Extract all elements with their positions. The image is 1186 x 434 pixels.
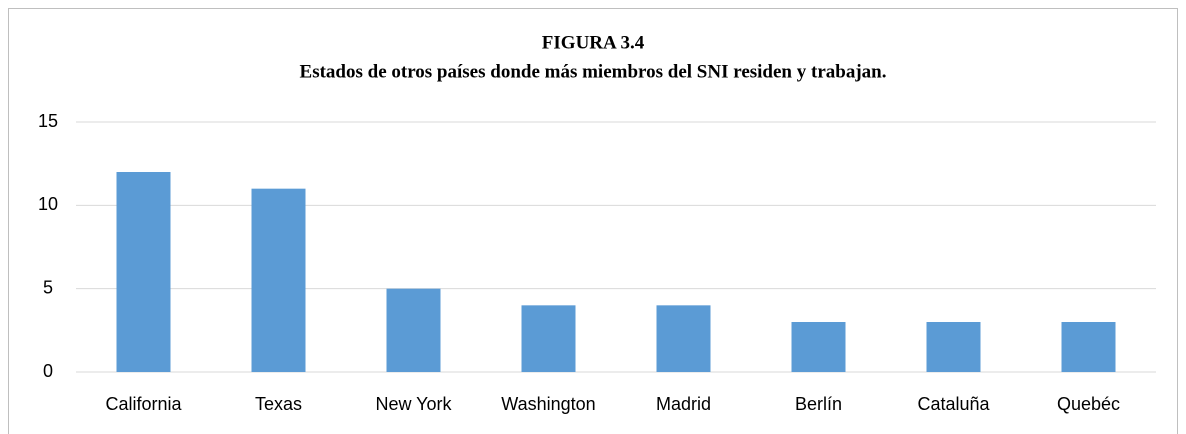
x-tick-label: Texas: [255, 394, 302, 414]
bar: [656, 305, 711, 372]
bar: [521, 305, 576, 372]
bar: [791, 322, 846, 372]
bar: [1061, 322, 1116, 372]
x-tick-label: Washington: [501, 394, 595, 414]
chart-subtitle: Estados de otros países donde más miembr…: [300, 61, 887, 82]
bar: [251, 188, 306, 372]
x-tick-label: Madrid: [656, 394, 711, 414]
x-tick-label: Cataluña: [917, 394, 990, 414]
y-tick-label: 0: [43, 361, 53, 381]
y-tick-label: 15: [38, 111, 58, 131]
y-tick-label: 10: [38, 194, 58, 214]
x-tick-label: California: [105, 394, 182, 414]
x-tick-label: New York: [375, 394, 452, 414]
bar: [926, 322, 981, 372]
y-tick-label: 5: [43, 277, 53, 297]
x-tick-label: Quebéc: [1057, 394, 1120, 414]
chart-border: [8, 8, 1178, 434]
bar: [116, 172, 171, 372]
x-tick-label: Berlín: [795, 394, 842, 414]
chart-title: FIGURA 3.4: [542, 32, 645, 53]
bar: [386, 288, 441, 372]
